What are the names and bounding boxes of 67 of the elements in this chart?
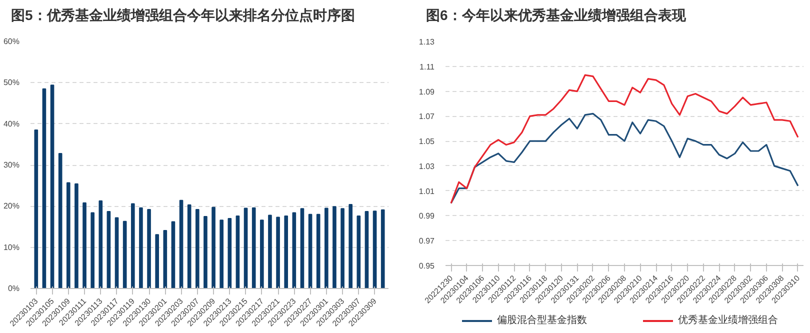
bar [106, 211, 111, 288]
bar [228, 218, 232, 288]
y-tick-label: 1.13 [418, 38, 436, 46]
y-tick-label: 0.97 [418, 236, 436, 246]
bar [130, 203, 135, 288]
bar [187, 204, 192, 288]
bar [74, 183, 78, 288]
bar [300, 208, 304, 288]
bar [292, 212, 296, 288]
bar [284, 216, 288, 288]
bar [98, 200, 103, 288]
bar [372, 210, 377, 288]
bar [252, 207, 256, 288]
bar [34, 130, 38, 288]
y-tick-label: 0% [8, 284, 20, 293]
bar [268, 214, 272, 288]
line-series [450, 74, 799, 204]
y-tick-label: 40% [3, 119, 20, 128]
bar [340, 208, 344, 288]
y-tick-label: 60% [3, 37, 20, 46]
line-series [450, 112, 799, 204]
bar [332, 206, 336, 288]
bar [308, 214, 312, 288]
y-tick-label: 1.05 [418, 137, 436, 146]
bar [204, 216, 208, 288]
y-tick-label: 10% [3, 242, 20, 252]
bar [50, 84, 54, 288]
y-tick-label: 50% [3, 78, 20, 88]
bar [236, 216, 240, 288]
bar [356, 216, 361, 288]
bar [163, 230, 168, 288]
bar [244, 208, 248, 288]
bar [42, 88, 46, 288]
bar [316, 214, 320, 288]
bar [212, 206, 216, 288]
legend-label: 偏股混合型基金指数 [497, 314, 587, 328]
legend-label: 优秀基金业绩增强组合 [678, 314, 778, 328]
bar [66, 182, 70, 288]
bar [139, 207, 143, 288]
bar [155, 234, 159, 288]
y-tick-label: 1.11 [420, 62, 436, 72]
bar [324, 208, 328, 288]
chart-title: 图6：今年以来优秀基金业绩增强组合表现 [426, 6, 686, 25]
y-tick-label: 1.01 [418, 186, 436, 196]
bar [171, 221, 176, 288]
y-tick-label: 0.99 [418, 212, 436, 221]
y-tick-label: 30% [3, 160, 20, 170]
bar [195, 208, 200, 288]
bar [348, 204, 353, 288]
bar [276, 216, 280, 288]
bar [147, 208, 151, 288]
bar [90, 212, 94, 288]
bar [380, 209, 385, 288]
bar [122, 220, 127, 288]
chart-title: 图5：优秀基金业绩增强组合今年以来排名分位点时序图 [11, 6, 355, 25]
y-tick-label: 0.95 [418, 262, 436, 270]
y-tick-label: 20% [3, 202, 20, 211]
y-tick-label: 1.09 [418, 87, 436, 96]
bar [82, 202, 86, 288]
bar [114, 217, 119, 288]
y-tick-label: 1.07 [418, 112, 436, 122]
bar [260, 220, 264, 288]
bar [220, 220, 224, 288]
bar [364, 211, 369, 288]
bar [179, 200, 184, 288]
y-tick-label: 1.03 [418, 162, 436, 171]
bar [58, 152, 62, 288]
